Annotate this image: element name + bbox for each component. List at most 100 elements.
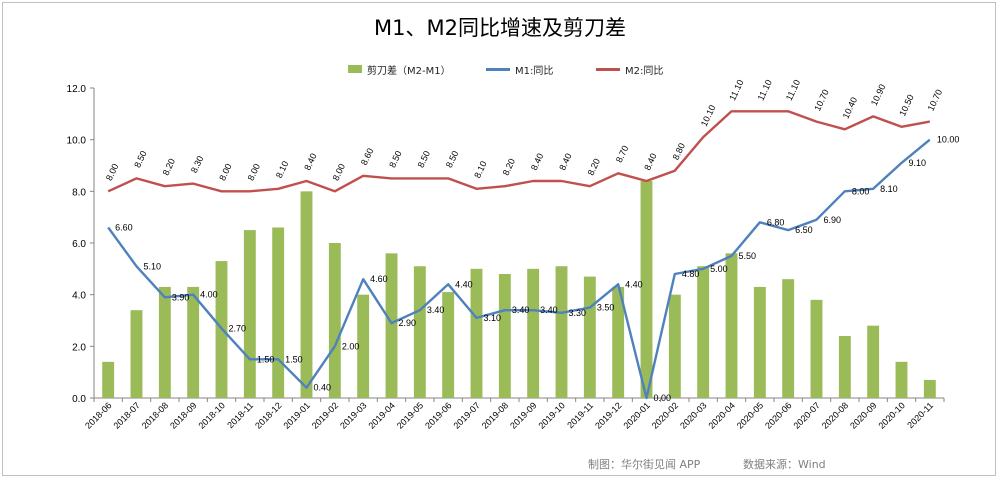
chart-plot: 0.02.04.06.08.010.012.02018-062018-07201…: [67, 78, 960, 431]
data-label-m2: 8.50: [132, 149, 148, 169]
x-tick-label: 2018-07: [111, 400, 141, 430]
data-label-m1: 4.40: [455, 279, 473, 289]
data-label-m1: 3.30: [569, 308, 587, 318]
legend-label-spread: 剪刀差（M2-M1）: [367, 65, 451, 77]
bar-spread: [357, 294, 370, 398]
data-label-m1: 8.00: [852, 186, 870, 196]
x-tick-label: 2019-11: [565, 400, 595, 430]
x-tick-label: 2019-09: [508, 400, 538, 430]
bar-spread: [470, 268, 483, 398]
legend-item-spread: 剪刀差（M2-M1）: [348, 62, 451, 77]
data-label-m1: 2.00: [342, 341, 360, 351]
x-tick-label: 2020-07: [791, 400, 821, 430]
data-label-m2: 8.30: [189, 154, 205, 174]
x-tick-label: 2018-06: [83, 400, 113, 430]
bar-spread: [640, 181, 653, 398]
data-label-m2: 8.20: [501, 157, 517, 177]
data-label-m1: 6.90: [824, 215, 842, 225]
data-label-m2: 8.20: [161, 157, 177, 177]
x-tick-label: 2018-09: [168, 400, 198, 430]
data-label-m2: 8.50: [416, 149, 432, 169]
bar-spread: [413, 266, 426, 398]
chart-title: M1、M2同比增速及剪刀差: [374, 16, 626, 40]
y-tick-label: 0.0: [72, 394, 86, 405]
y-tick-label: 4.0: [72, 291, 86, 302]
data-label-m2: 8.70: [614, 144, 630, 164]
x-tick-label: 2020-03: [678, 400, 708, 430]
data-label-m1: 2.70: [229, 323, 247, 333]
x-tick-label: 2020-01: [621, 400, 651, 430]
bar-spread: [385, 253, 398, 398]
data-label-m1: 2.90: [399, 318, 417, 328]
x-tick-label: 2019-03: [338, 400, 368, 430]
x-tick-label: 2020-02: [650, 400, 680, 430]
data-label-m2: 8.00: [104, 162, 120, 182]
data-label-m2: 10.40: [841, 96, 860, 121]
line-m1: [107, 138, 931, 400]
x-tick-label: 2018-10: [196, 400, 226, 430]
bar-spread: [583, 276, 596, 398]
data-label-m1: 4.60: [370, 274, 388, 284]
x-tick-label: 2019-02: [310, 400, 340, 430]
data-label-m2: 8.10: [274, 159, 290, 179]
bar-spread: [300, 191, 313, 398]
bar-spread: [753, 286, 766, 398]
data-label-m1: 0.00: [654, 393, 672, 403]
bar-spread: [895, 361, 908, 398]
data-label-m2: 8.50: [387, 149, 403, 169]
data-label-m2: 8.00: [217, 162, 233, 182]
x-tick-label: 2019-12: [593, 400, 623, 430]
legend-label-m1: M1:同比: [515, 65, 554, 77]
data-label-m2: 8.60: [359, 147, 375, 167]
bar-spread: [243, 230, 256, 398]
legend-label-m2: M2:同比: [625, 65, 664, 77]
bar-spread: [838, 336, 851, 398]
footer-maker: 制图：华尔街见闻 APP: [588, 458, 701, 471]
data-label-m2: 8.40: [642, 152, 658, 172]
bar-spread: [810, 299, 823, 398]
bar-spread: [725, 253, 738, 398]
footer-source: 数据来源：Wind: [743, 458, 826, 471]
x-tick-label: 2020-06: [763, 400, 793, 430]
bar-spread: [498, 274, 511, 398]
data-label-m1: 1.50: [285, 354, 303, 364]
data-label-m2: 11.10: [756, 78, 774, 102]
data-label-m2: 10.70: [926, 88, 945, 113]
y-tick-label: 6.0: [72, 239, 86, 250]
data-label-m1: 1.50: [257, 354, 275, 364]
data-label-m2: 8.00: [246, 162, 262, 182]
x-tick-label: 2018-12: [253, 400, 283, 430]
data-label-m1: 3.40: [512, 305, 530, 315]
data-label-m1: 6.60: [115, 223, 133, 233]
data-label-m1: 3.40: [540, 305, 558, 315]
data-label-m1: 0.40: [314, 383, 332, 393]
y-tick-label: 2.0: [72, 342, 86, 353]
y-tick-label: 8.0: [72, 187, 86, 198]
bar-spread: [668, 294, 681, 398]
data-label-m1: 3.90: [172, 292, 190, 302]
x-tick-label: 2019-05: [395, 400, 425, 430]
data-label-m1: 3.10: [484, 313, 502, 323]
data-label-m2: 10.50: [897, 93, 916, 118]
bar-spread: [187, 286, 200, 398]
bar-spread: [527, 268, 540, 398]
x-tick-label: 2020-04: [706, 400, 736, 430]
bar-spread: [272, 227, 285, 398]
bar-spread: [102, 361, 115, 398]
data-label-m1: 6.50: [795, 225, 813, 235]
x-tick-label: 2020-08: [820, 400, 850, 430]
x-tick-label: 2020-05: [735, 400, 765, 430]
data-label-m1: 4.00: [200, 290, 218, 300]
x-tick-label: 2018-08: [140, 400, 170, 430]
bar-spread: [130, 310, 143, 398]
data-label-m1: 8.10: [880, 184, 898, 194]
data-label-m1: 5.00: [710, 264, 728, 274]
x-tick-label: 2020-09: [848, 400, 878, 430]
data-label-m1: 4.80: [682, 269, 700, 279]
legend-swatch-spread: [348, 65, 362, 73]
data-label-m1: 5.10: [144, 261, 162, 271]
bar-spread: [328, 243, 341, 398]
data-label-m1: 3.40: [427, 305, 445, 315]
x-tick-label: 2019-07: [451, 400, 481, 430]
data-label-m2: 10.10: [699, 103, 718, 128]
